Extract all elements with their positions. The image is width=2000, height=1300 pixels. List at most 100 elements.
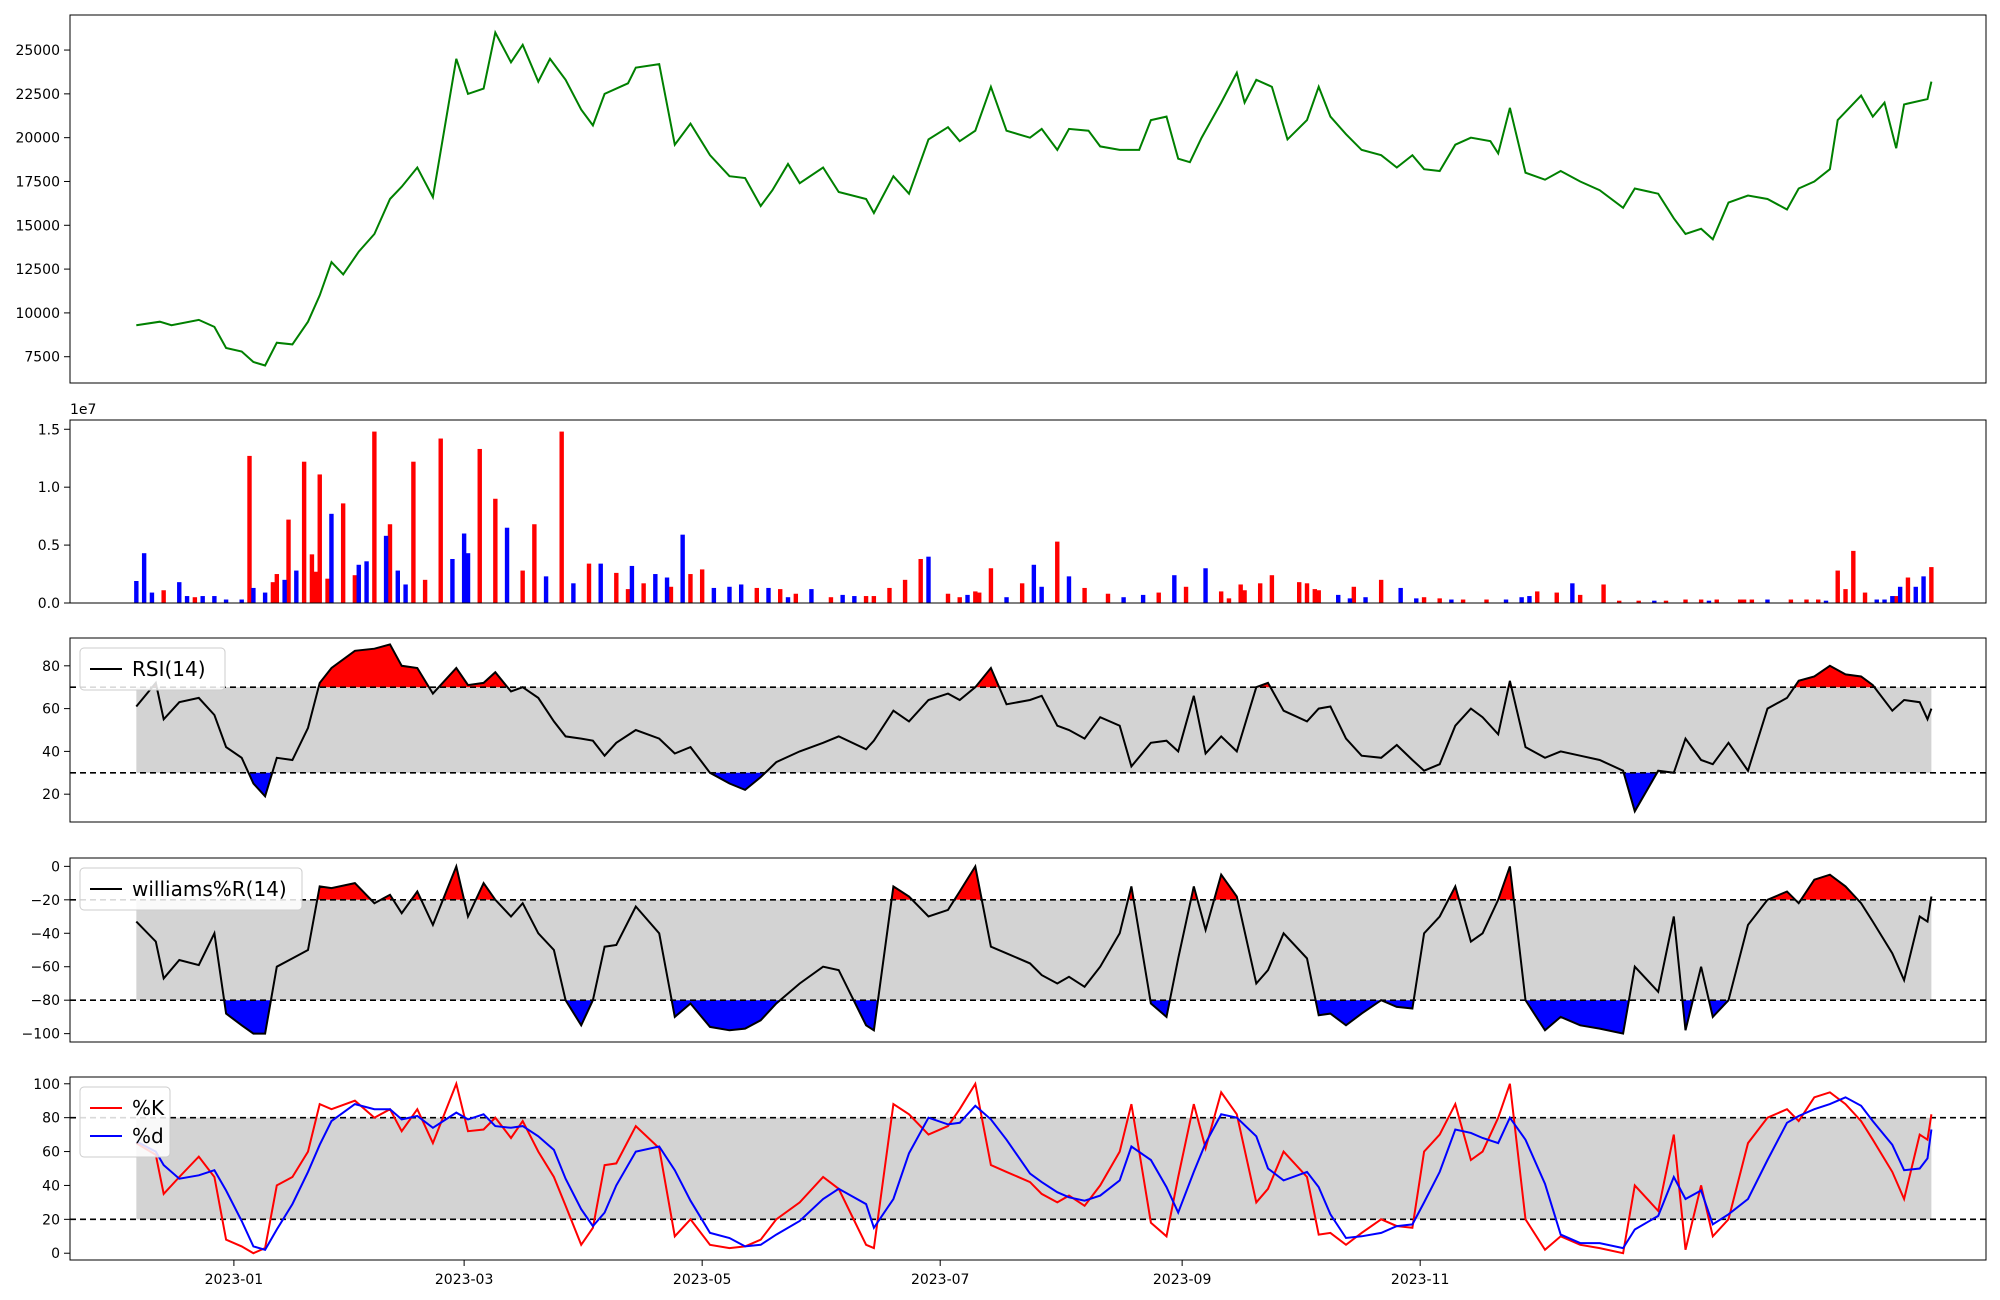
volume-bar-up	[1835, 570, 1840, 603]
stochastic-axes-frame	[69, 1076, 1987, 1261]
volume-bar-up	[1804, 599, 1809, 603]
volume-bar-up	[871, 596, 877, 603]
xtick-label: 2023-11	[1391, 1272, 1450, 1288]
volume-bar-up	[1683, 599, 1688, 603]
volume-bar-up	[918, 558, 923, 603]
volume-bar-down	[1121, 597, 1126, 603]
volume-bar-down	[329, 513, 334, 603]
volume-bar-up	[1238, 584, 1243, 603]
volume-bar-down	[680, 534, 685, 603]
volume-bar-up	[778, 589, 783, 603]
volume-bar-up	[1105, 593, 1111, 603]
volume-bar-down	[1172, 575, 1177, 603]
williams-oversold-fill	[565, 1000, 593, 1026]
volume-bar-down	[965, 594, 970, 603]
volume-bar-up	[1616, 600, 1622, 603]
rsi-overbought-fill	[318, 644, 429, 688]
volume-bar-up	[1226, 598, 1232, 603]
stochastic-ytick-label: 60	[42, 1145, 60, 1161]
volume-bar-down	[785, 597, 791, 603]
volume-bar-down	[1004, 597, 1009, 603]
volume-bar-down	[1140, 594, 1146, 603]
price-ytick-label: 7500	[24, 350, 60, 366]
price-ytick-label: 10000	[15, 306, 60, 322]
volume-bar-up	[1816, 599, 1821, 603]
stochastic-series-line-1	[135, 1096, 1933, 1251]
volume-bar-up	[1862, 592, 1868, 603]
volume-bar-up	[1484, 599, 1489, 603]
volume-bar-up	[270, 582, 276, 603]
volume-bar-down	[1031, 564, 1037, 603]
stochastic-legend: %K %d	[79, 1086, 171, 1158]
volume-bar-up	[1535, 591, 1540, 603]
volume-bar-up	[387, 524, 393, 603]
volume-bar-down	[504, 527, 510, 603]
volume-bar-down	[1347, 598, 1353, 603]
volume-bar-down	[1519, 597, 1524, 603]
volume-bar-up	[988, 568, 994, 603]
volume-bar-up	[625, 589, 631, 603]
volume-bar-down	[1874, 599, 1879, 603]
rsi-oversold-fill	[710, 772, 766, 790]
rsi-overbought-fill	[1794, 665, 1875, 688]
volume-bar-up	[313, 571, 319, 603]
volume-bar-down	[251, 587, 256, 603]
rsi-ytick-label: 20	[42, 787, 60, 803]
volume-bar-down	[282, 579, 287, 603]
volume-bar-down	[1363, 597, 1368, 603]
volume-bar-down	[1503, 599, 1509, 603]
williams-oversold-fill	[1525, 1000, 1629, 1034]
volume-axes-frame	[69, 419, 1987, 604]
price-axes-frame	[69, 14, 1987, 384]
volume-bar-up	[1741, 599, 1747, 603]
volume-bar-up	[1788, 599, 1794, 603]
volume-bar-up	[1905, 577, 1911, 603]
price-ytick-label: 22500	[15, 87, 60, 103]
williams-ytick-label: −80	[30, 993, 60, 1009]
volume-bar-up	[247, 455, 252, 603]
volume-bar-down	[149, 592, 155, 603]
volume-bar-down	[1203, 568, 1208, 603]
williams-oversold-fill	[1381, 1000, 1414, 1009]
volume-bar-up	[411, 461, 416, 603]
volume-bar-up	[559, 431, 564, 603]
rsi-axes-frame	[69, 637, 1987, 823]
volume-bar-down	[262, 592, 268, 603]
williams-legend-box	[79, 867, 303, 911]
volume-bar-down	[1449, 599, 1454, 603]
volume-bar-down	[766, 587, 771, 603]
volume-bar-up	[1055, 541, 1060, 603]
volume-bar-up	[699, 569, 705, 603]
williams-ytick-label: −20	[30, 893, 60, 909]
volume-bar-down	[598, 563, 603, 603]
volume-bar-up	[274, 574, 280, 603]
volume-bar-up	[754, 587, 759, 603]
volume-bar-down	[1706, 600, 1712, 603]
williams-neutral-band	[136, 899, 1932, 1001]
volume-bar-down	[395, 570, 400, 603]
price-ytick-label: 20000	[15, 131, 60, 147]
stochastic-ytick-label: 20	[42, 1212, 60, 1228]
volume-bar-up	[1351, 586, 1357, 603]
volume-bar-down	[840, 594, 845, 603]
volume-bar-up	[614, 572, 619, 603]
volume-bar-down	[664, 577, 670, 603]
volume-bar-down	[1570, 583, 1575, 603]
volume-bar-down	[141, 553, 147, 603]
volume-bar-up	[1554, 592, 1559, 603]
volume-bar-down	[1765, 599, 1770, 603]
volume-bar-down	[200, 596, 205, 603]
volume-bar-up	[688, 574, 693, 603]
volume-bar-up	[1183, 586, 1189, 603]
williams-ytick-label: −60	[30, 960, 60, 976]
volume-bar-up	[945, 593, 951, 603]
volume-bar-up	[340, 503, 346, 603]
volume-bar-up	[1437, 598, 1442, 603]
volume-bar-up	[309, 554, 315, 603]
volume-bar-up	[352, 575, 358, 603]
volume-bar-up	[1421, 597, 1427, 603]
volume-bar-down	[1823, 600, 1829, 603]
volume-bar-up	[477, 448, 482, 603]
rsi-ytick-label: 60	[42, 702, 60, 718]
